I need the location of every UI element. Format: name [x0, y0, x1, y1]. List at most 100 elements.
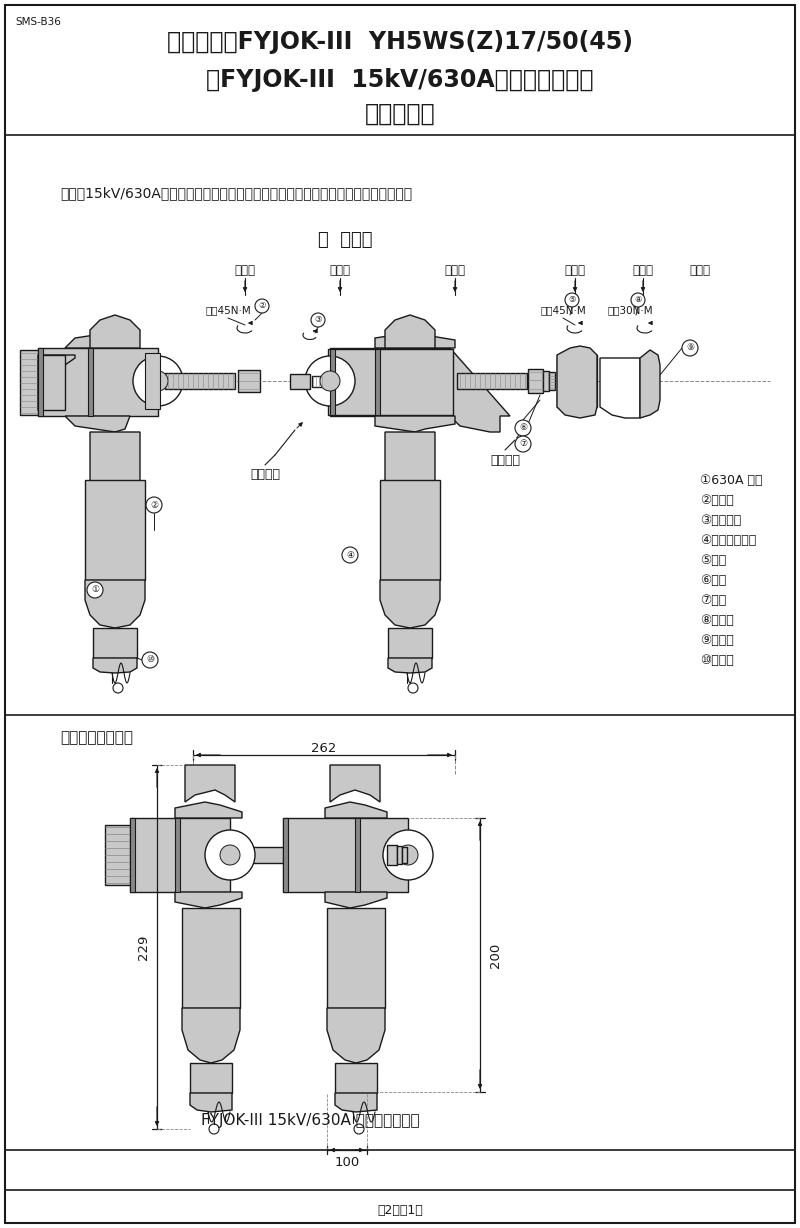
Text: （六）: （六）	[690, 264, 710, 276]
Text: 涂抹硅脂: 涂抹硅脂	[490, 453, 520, 467]
Bar	[238, 370, 260, 392]
Circle shape	[133, 356, 183, 406]
Circle shape	[515, 436, 531, 452]
Circle shape	[631, 293, 645, 307]
Polygon shape	[385, 432, 435, 495]
Text: 涂抹硅脂: 涂抹硅脂	[250, 469, 280, 481]
Bar	[312, 376, 324, 387]
Text: ②导电杆: ②导电杆	[700, 494, 734, 506]
Text: ⑧后堵盖: ⑧后堵盖	[700, 614, 734, 626]
Circle shape	[148, 371, 168, 391]
Polygon shape	[388, 658, 432, 673]
Text: （二）: （二）	[330, 264, 350, 276]
Text: 力矩30N·M: 力矩30N·M	[607, 305, 653, 316]
Text: ④屏蔽型避雷器: ④屏蔽型避雷器	[700, 533, 756, 546]
Polygon shape	[85, 580, 145, 628]
Bar	[328, 349, 453, 415]
Bar	[557, 355, 597, 406]
Polygon shape	[325, 802, 387, 818]
Polygon shape	[325, 892, 387, 907]
Bar	[330, 349, 335, 415]
Circle shape	[342, 546, 358, 562]
Text: ③: ③	[314, 316, 322, 324]
Text: ④: ④	[346, 550, 354, 560]
Polygon shape	[105, 825, 130, 885]
Text: ⑥平垫: ⑥平垫	[700, 573, 726, 587]
Bar	[327, 907, 385, 1008]
Circle shape	[408, 683, 418, 693]
Polygon shape	[65, 416, 130, 432]
Bar	[190, 1063, 232, 1093]
Text: 安装说明书: 安装说明书	[365, 102, 435, 126]
Bar	[38, 348, 43, 416]
Circle shape	[305, 356, 355, 406]
Text: 图  （一）: 图 （一）	[318, 231, 372, 249]
Circle shape	[515, 420, 531, 436]
Text: ①630A 接头: ①630A 接头	[700, 474, 762, 486]
Bar	[283, 818, 408, 892]
Bar	[182, 907, 240, 1008]
Polygon shape	[65, 332, 130, 348]
Polygon shape	[375, 416, 455, 432]
Text: ②: ②	[150, 501, 158, 510]
Polygon shape	[327, 1008, 385, 1063]
Bar	[402, 847, 407, 863]
Polygon shape	[330, 765, 380, 802]
Circle shape	[354, 1124, 364, 1133]
Bar	[543, 371, 549, 391]
Text: （三）: （三）	[445, 264, 466, 276]
Circle shape	[209, 1124, 219, 1133]
Polygon shape	[90, 316, 140, 348]
Bar	[387, 845, 397, 865]
Text: ⑦弹垫: ⑦弹垫	[700, 593, 726, 607]
Text: 200: 200	[490, 942, 502, 968]
Text: （四）: （四）	[565, 264, 586, 276]
Text: ⑤: ⑤	[568, 296, 576, 305]
Bar	[290, 375, 310, 389]
Circle shape	[113, 683, 123, 693]
Bar	[380, 480, 440, 580]
Text: SMS-B36: SMS-B36	[15, 17, 61, 27]
Text: ⑥: ⑥	[519, 424, 527, 432]
Text: ⑧: ⑧	[634, 296, 642, 305]
Bar	[549, 372, 555, 391]
Bar	[85, 480, 145, 580]
Circle shape	[146, 497, 162, 513]
Text: 100: 100	[334, 1156, 360, 1169]
Bar	[165, 373, 235, 389]
Text: 229: 229	[137, 935, 150, 960]
Text: 后插避雷器FYJOK-III  YH5WS(Z)17/50(45): 后插避雷器FYJOK-III YH5WS(Z)17/50(45)	[167, 29, 633, 54]
Circle shape	[682, 340, 698, 356]
Text: 力矩45N·M: 力矩45N·M	[540, 305, 586, 316]
Polygon shape	[175, 802, 242, 818]
Bar	[245, 847, 345, 863]
Text: （五）: （五）	[633, 264, 654, 276]
Polygon shape	[335, 1093, 377, 1113]
Text: ⑩: ⑩	[146, 656, 154, 664]
Circle shape	[205, 830, 255, 880]
Bar	[145, 352, 160, 409]
Polygon shape	[185, 765, 235, 802]
Bar	[528, 368, 543, 393]
Circle shape	[220, 845, 240, 865]
Text: 一、前15kV/630A接头的螺母、后堵盖和后护帽不安装，参照图（一）示意图进行安装: 一、前15kV/630A接头的螺母、后堵盖和后护帽不安装，参照图（一）示意图进行…	[60, 185, 412, 200]
Text: ⑩接地线: ⑩接地线	[700, 653, 734, 667]
Bar	[93, 628, 137, 658]
Circle shape	[320, 371, 340, 391]
Text: ⑨: ⑨	[686, 344, 694, 352]
Polygon shape	[450, 348, 510, 432]
Polygon shape	[385, 316, 435, 348]
Text: 共2页第1页: 共2页第1页	[377, 1203, 423, 1217]
Text: ⑨后护帽: ⑨后护帽	[700, 634, 734, 646]
Text: ①: ①	[91, 586, 99, 594]
Circle shape	[311, 313, 325, 327]
Text: ⑤螺母: ⑤螺母	[700, 554, 726, 566]
Polygon shape	[600, 359, 640, 418]
Circle shape	[383, 830, 433, 880]
Polygon shape	[90, 432, 140, 495]
Polygon shape	[38, 355, 65, 410]
Bar	[130, 818, 230, 892]
Text: 二、安装参考尺寸: 二、安装参考尺寸	[60, 731, 133, 745]
Bar	[330, 348, 450, 416]
Polygon shape	[20, 350, 38, 415]
